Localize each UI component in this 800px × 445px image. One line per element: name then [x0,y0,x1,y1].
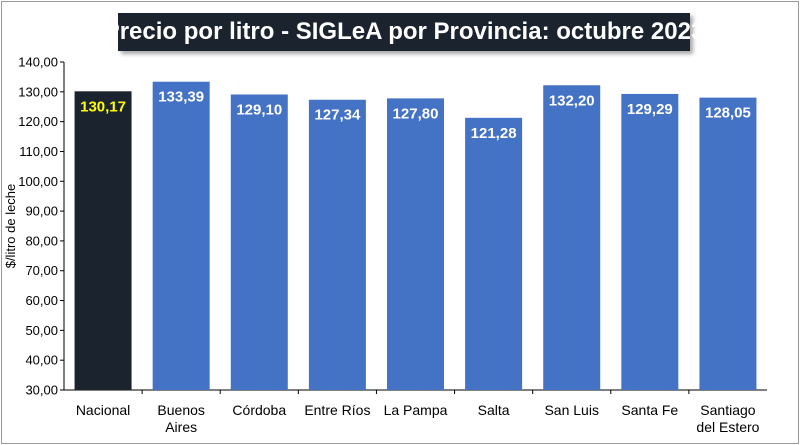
category-label: Buenos Aires [157,402,204,435]
bar [308,99,366,390]
category-label: San Luis [544,402,598,418]
data-label: 127,80 [393,105,439,122]
data-label: 129,29 [627,101,673,118]
category-label: Santiago del Estero [696,402,759,435]
y-tick-label: 30,00 [25,383,58,398]
category-label: La Pampa [384,402,448,418]
y-tick-label: 70,00 [25,263,58,278]
y-tick-label: 140,00 [18,55,58,70]
y-tick-label: 110,00 [19,144,58,159]
bar [465,117,523,390]
axes: 30,00 40,00 50,00 60,00 70,00 80,00 90,00 100,0… [18,55,767,398]
data-labels: 130,17 133,39 129,10 127,34 127,80 121,28 132,… [80,89,751,142]
y-tick-label: 60,00 [25,293,58,308]
data-label: 130,17 [80,98,126,115]
bar [74,91,132,390]
bar [621,93,679,390]
bar [543,85,601,390]
data-label: 128,05 [705,105,751,122]
y-tick-label: 80,00 [25,233,58,248]
category-label: Salta [478,402,510,418]
category-label: Entre Ríos [304,402,370,418]
data-label: 121,28 [471,125,517,142]
bar [699,97,757,391]
y-tick-label: 40,00 [25,353,58,368]
y-tick-label: 90,00 [25,204,58,219]
bar [230,94,288,390]
category-label: Córdoba [232,402,286,418]
y-tick-label: 120,00 [18,114,58,129]
y-tick-label: 50,00 [25,323,58,338]
data-label: 127,34 [314,107,361,124]
y-tick-label: 130,00 [18,84,58,99]
y-tick-label: 100,00 [18,174,58,189]
y-axis-label: $/litro de leche [3,184,18,269]
category-label: Santa Fe [621,402,678,418]
data-label: 133,39 [158,89,204,106]
bars [74,81,757,391]
chart-title: Precio por litro - SIGLeA por Provincia:… [104,13,704,51]
bar [387,98,444,391]
data-label: 132,20 [549,92,595,109]
bar [152,81,210,391]
data-label: 129,10 [236,102,282,119]
category-label: Nacional [76,402,130,418]
category-labels: Nacional Buenos Aires Córdoba Entre Ríos La P… [76,402,760,435]
